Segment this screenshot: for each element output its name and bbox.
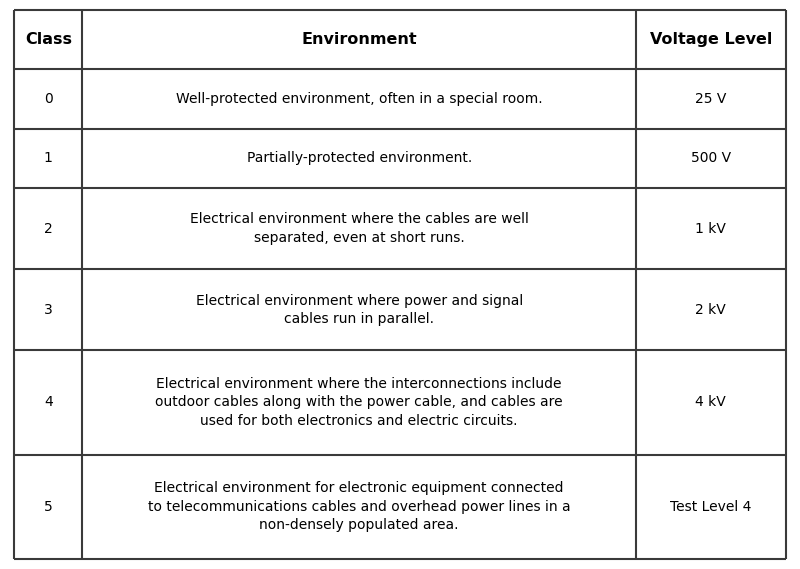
Text: 25 V: 25 V bbox=[695, 92, 726, 106]
Bar bbox=[14, 10, 82, 69]
Bar bbox=[636, 455, 786, 559]
Bar bbox=[82, 351, 636, 455]
Bar bbox=[82, 129, 636, 188]
Text: Partially-protected environment.: Partially-protected environment. bbox=[246, 151, 472, 166]
Bar bbox=[82, 455, 636, 559]
Text: 2 kV: 2 kV bbox=[695, 303, 726, 317]
Text: Environment: Environment bbox=[302, 32, 417, 47]
Bar bbox=[14, 269, 82, 351]
Bar bbox=[14, 351, 82, 455]
Text: Electrical environment where power and signal
cables run in parallel.: Electrical environment where power and s… bbox=[195, 294, 522, 326]
Text: 500 V: 500 V bbox=[690, 151, 731, 166]
Text: 2: 2 bbox=[44, 221, 53, 236]
Bar bbox=[82, 69, 636, 129]
Bar bbox=[14, 188, 82, 269]
Text: 4 kV: 4 kV bbox=[695, 395, 726, 410]
Text: 5: 5 bbox=[44, 500, 53, 514]
Bar bbox=[14, 129, 82, 188]
Bar bbox=[14, 455, 82, 559]
Text: 1 kV: 1 kV bbox=[695, 221, 726, 236]
Bar bbox=[636, 351, 786, 455]
Text: Class: Class bbox=[25, 32, 72, 47]
Bar bbox=[636, 10, 786, 69]
Text: Voltage Level: Voltage Level bbox=[650, 32, 772, 47]
Text: Well-protected environment, often in a special room.: Well-protected environment, often in a s… bbox=[176, 92, 542, 106]
Text: Electrical environment for electronic equipment connected
to telecommunications : Electrical environment for electronic eq… bbox=[148, 481, 570, 532]
Bar bbox=[82, 188, 636, 269]
Bar bbox=[14, 69, 82, 129]
Bar bbox=[82, 10, 636, 69]
Text: Electrical environment where the cables are well
separated, even at short runs.: Electrical environment where the cables … bbox=[190, 212, 529, 245]
Bar bbox=[636, 188, 786, 269]
Text: Electrical environment where the interconnections include
outdoor cables along w: Electrical environment where the interco… bbox=[155, 377, 563, 428]
Bar bbox=[82, 269, 636, 351]
Bar bbox=[636, 269, 786, 351]
Text: 4: 4 bbox=[44, 395, 53, 410]
Text: Test Level 4: Test Level 4 bbox=[670, 500, 751, 514]
Text: 1: 1 bbox=[44, 151, 53, 166]
Bar bbox=[636, 69, 786, 129]
Bar bbox=[636, 129, 786, 188]
Text: 3: 3 bbox=[44, 303, 53, 317]
Text: 0: 0 bbox=[44, 92, 53, 106]
